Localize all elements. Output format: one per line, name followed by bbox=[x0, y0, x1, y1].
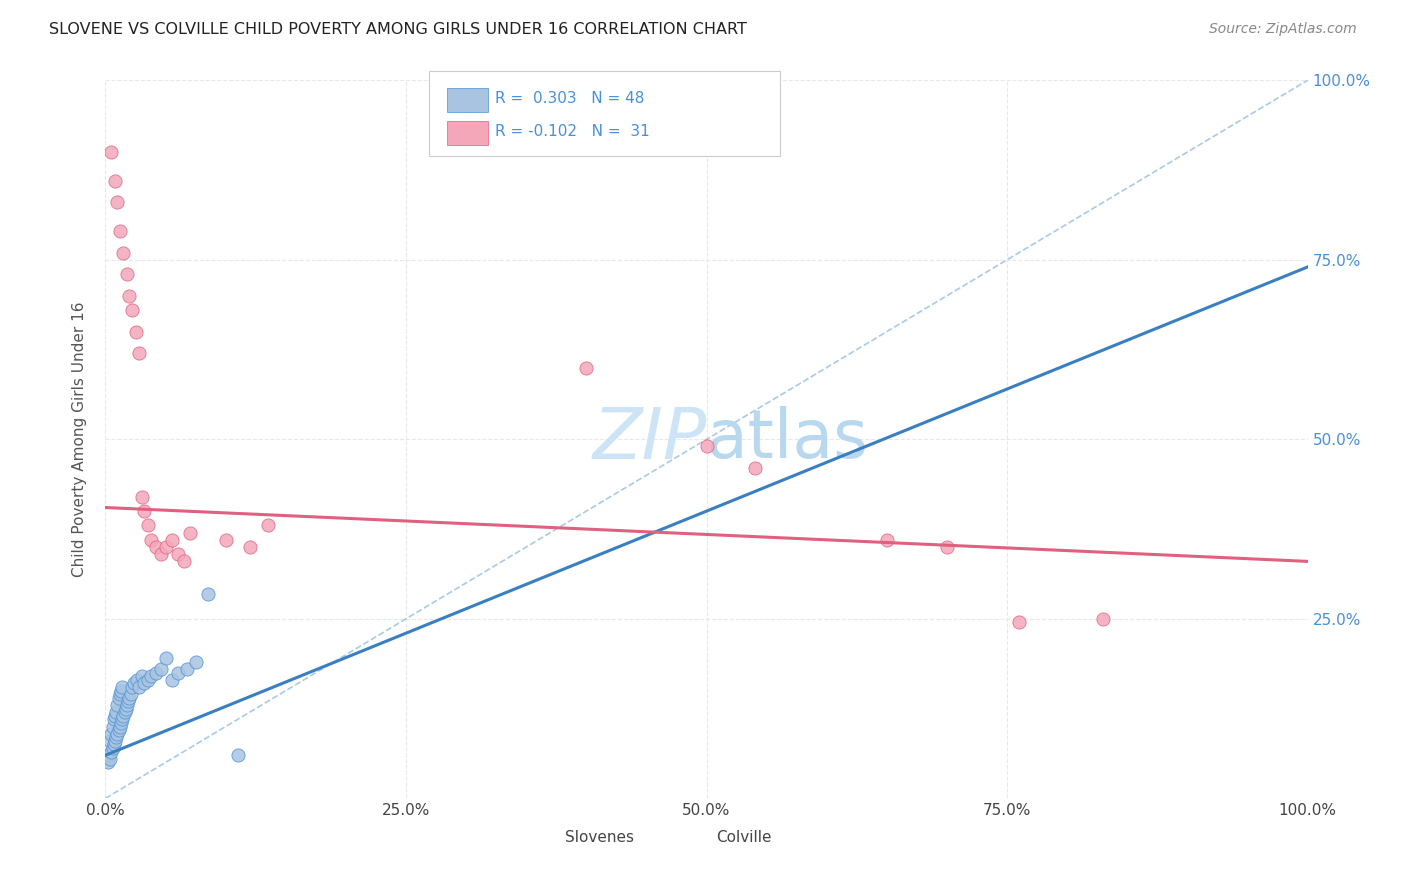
Point bbox=[104, 708, 127, 723]
Point bbox=[744, 461, 766, 475]
Point bbox=[115, 267, 138, 281]
Point bbox=[105, 731, 128, 745]
Point bbox=[136, 673, 159, 687]
Point bbox=[1008, 615, 1031, 630]
Text: Source: ZipAtlas.com: Source: ZipAtlas.com bbox=[1209, 22, 1357, 37]
Point bbox=[256, 518, 278, 533]
Point bbox=[176, 662, 198, 676]
Point bbox=[118, 690, 141, 705]
FancyBboxPatch shape bbox=[668, 828, 709, 847]
Point bbox=[149, 547, 172, 561]
Point bbox=[226, 748, 249, 763]
Point bbox=[112, 245, 135, 260]
Point bbox=[121, 303, 143, 318]
Point bbox=[239, 540, 262, 554]
Point bbox=[103, 712, 125, 726]
Point bbox=[131, 669, 153, 683]
Point bbox=[110, 683, 132, 698]
Point bbox=[112, 708, 135, 723]
Point bbox=[100, 727, 122, 741]
Text: SLOVENE VS COLVILLE CHILD POVERTY AMONG GIRLS UNDER 16 CORRELATION CHART: SLOVENE VS COLVILLE CHILD POVERTY AMONG … bbox=[49, 22, 747, 37]
Point bbox=[876, 533, 898, 547]
Point bbox=[120, 687, 142, 701]
Point bbox=[121, 680, 143, 694]
Point bbox=[1092, 612, 1115, 626]
Point bbox=[107, 195, 129, 210]
Point bbox=[101, 741, 124, 756]
Point bbox=[214, 533, 236, 547]
Point bbox=[101, 719, 124, 733]
Point bbox=[107, 698, 129, 712]
Point bbox=[103, 738, 125, 752]
Point bbox=[160, 533, 183, 547]
Point bbox=[173, 554, 195, 568]
Point bbox=[104, 734, 127, 748]
Point bbox=[149, 662, 172, 676]
Point bbox=[160, 673, 183, 687]
Point bbox=[105, 705, 128, 719]
Point bbox=[98, 752, 121, 766]
Point bbox=[98, 748, 121, 763]
Text: R =  0.303   N = 48: R = 0.303 N = 48 bbox=[495, 91, 644, 105]
Point bbox=[111, 712, 134, 726]
Point bbox=[98, 734, 121, 748]
Point bbox=[197, 587, 219, 601]
Y-axis label: Child Poverty Among Girls Under 16: Child Poverty Among Girls Under 16 bbox=[72, 301, 87, 577]
Point bbox=[136, 518, 159, 533]
Point bbox=[166, 665, 188, 680]
Point bbox=[107, 727, 129, 741]
Point bbox=[108, 224, 131, 238]
Point bbox=[131, 490, 153, 504]
Text: Colville: Colville bbox=[716, 830, 772, 845]
Point bbox=[936, 540, 959, 554]
Text: R = -0.102   N =  31: R = -0.102 N = 31 bbox=[495, 124, 650, 138]
Point bbox=[111, 680, 134, 694]
Point bbox=[124, 676, 146, 690]
Point bbox=[124, 325, 146, 339]
Text: Slovenes: Slovenes bbox=[565, 830, 634, 845]
Point bbox=[155, 540, 177, 554]
Point bbox=[118, 289, 141, 303]
FancyBboxPatch shape bbox=[517, 828, 558, 847]
Point bbox=[128, 680, 150, 694]
Point bbox=[132, 504, 155, 518]
Point bbox=[145, 665, 167, 680]
Point bbox=[107, 690, 129, 705]
Point bbox=[117, 694, 139, 708]
Point bbox=[128, 346, 150, 360]
Point bbox=[104, 174, 127, 188]
Point bbox=[184, 655, 207, 669]
Point bbox=[115, 701, 138, 715]
Point bbox=[108, 687, 131, 701]
Point bbox=[179, 525, 201, 540]
Text: atlas: atlas bbox=[707, 407, 868, 472]
Point bbox=[139, 533, 162, 547]
Point bbox=[108, 719, 131, 733]
Point bbox=[125, 673, 148, 687]
Point bbox=[107, 723, 129, 738]
Point bbox=[115, 698, 138, 712]
Point bbox=[100, 145, 122, 159]
Point bbox=[114, 705, 136, 719]
Text: ZIP: ZIP bbox=[592, 405, 707, 474]
Point bbox=[575, 360, 598, 375]
Point bbox=[132, 676, 155, 690]
Point bbox=[139, 669, 162, 683]
Point bbox=[100, 745, 122, 759]
Point bbox=[166, 547, 188, 561]
Point bbox=[696, 440, 718, 454]
Point bbox=[97, 756, 120, 770]
Point bbox=[110, 715, 132, 730]
Point bbox=[155, 651, 177, 665]
Point bbox=[145, 540, 167, 554]
